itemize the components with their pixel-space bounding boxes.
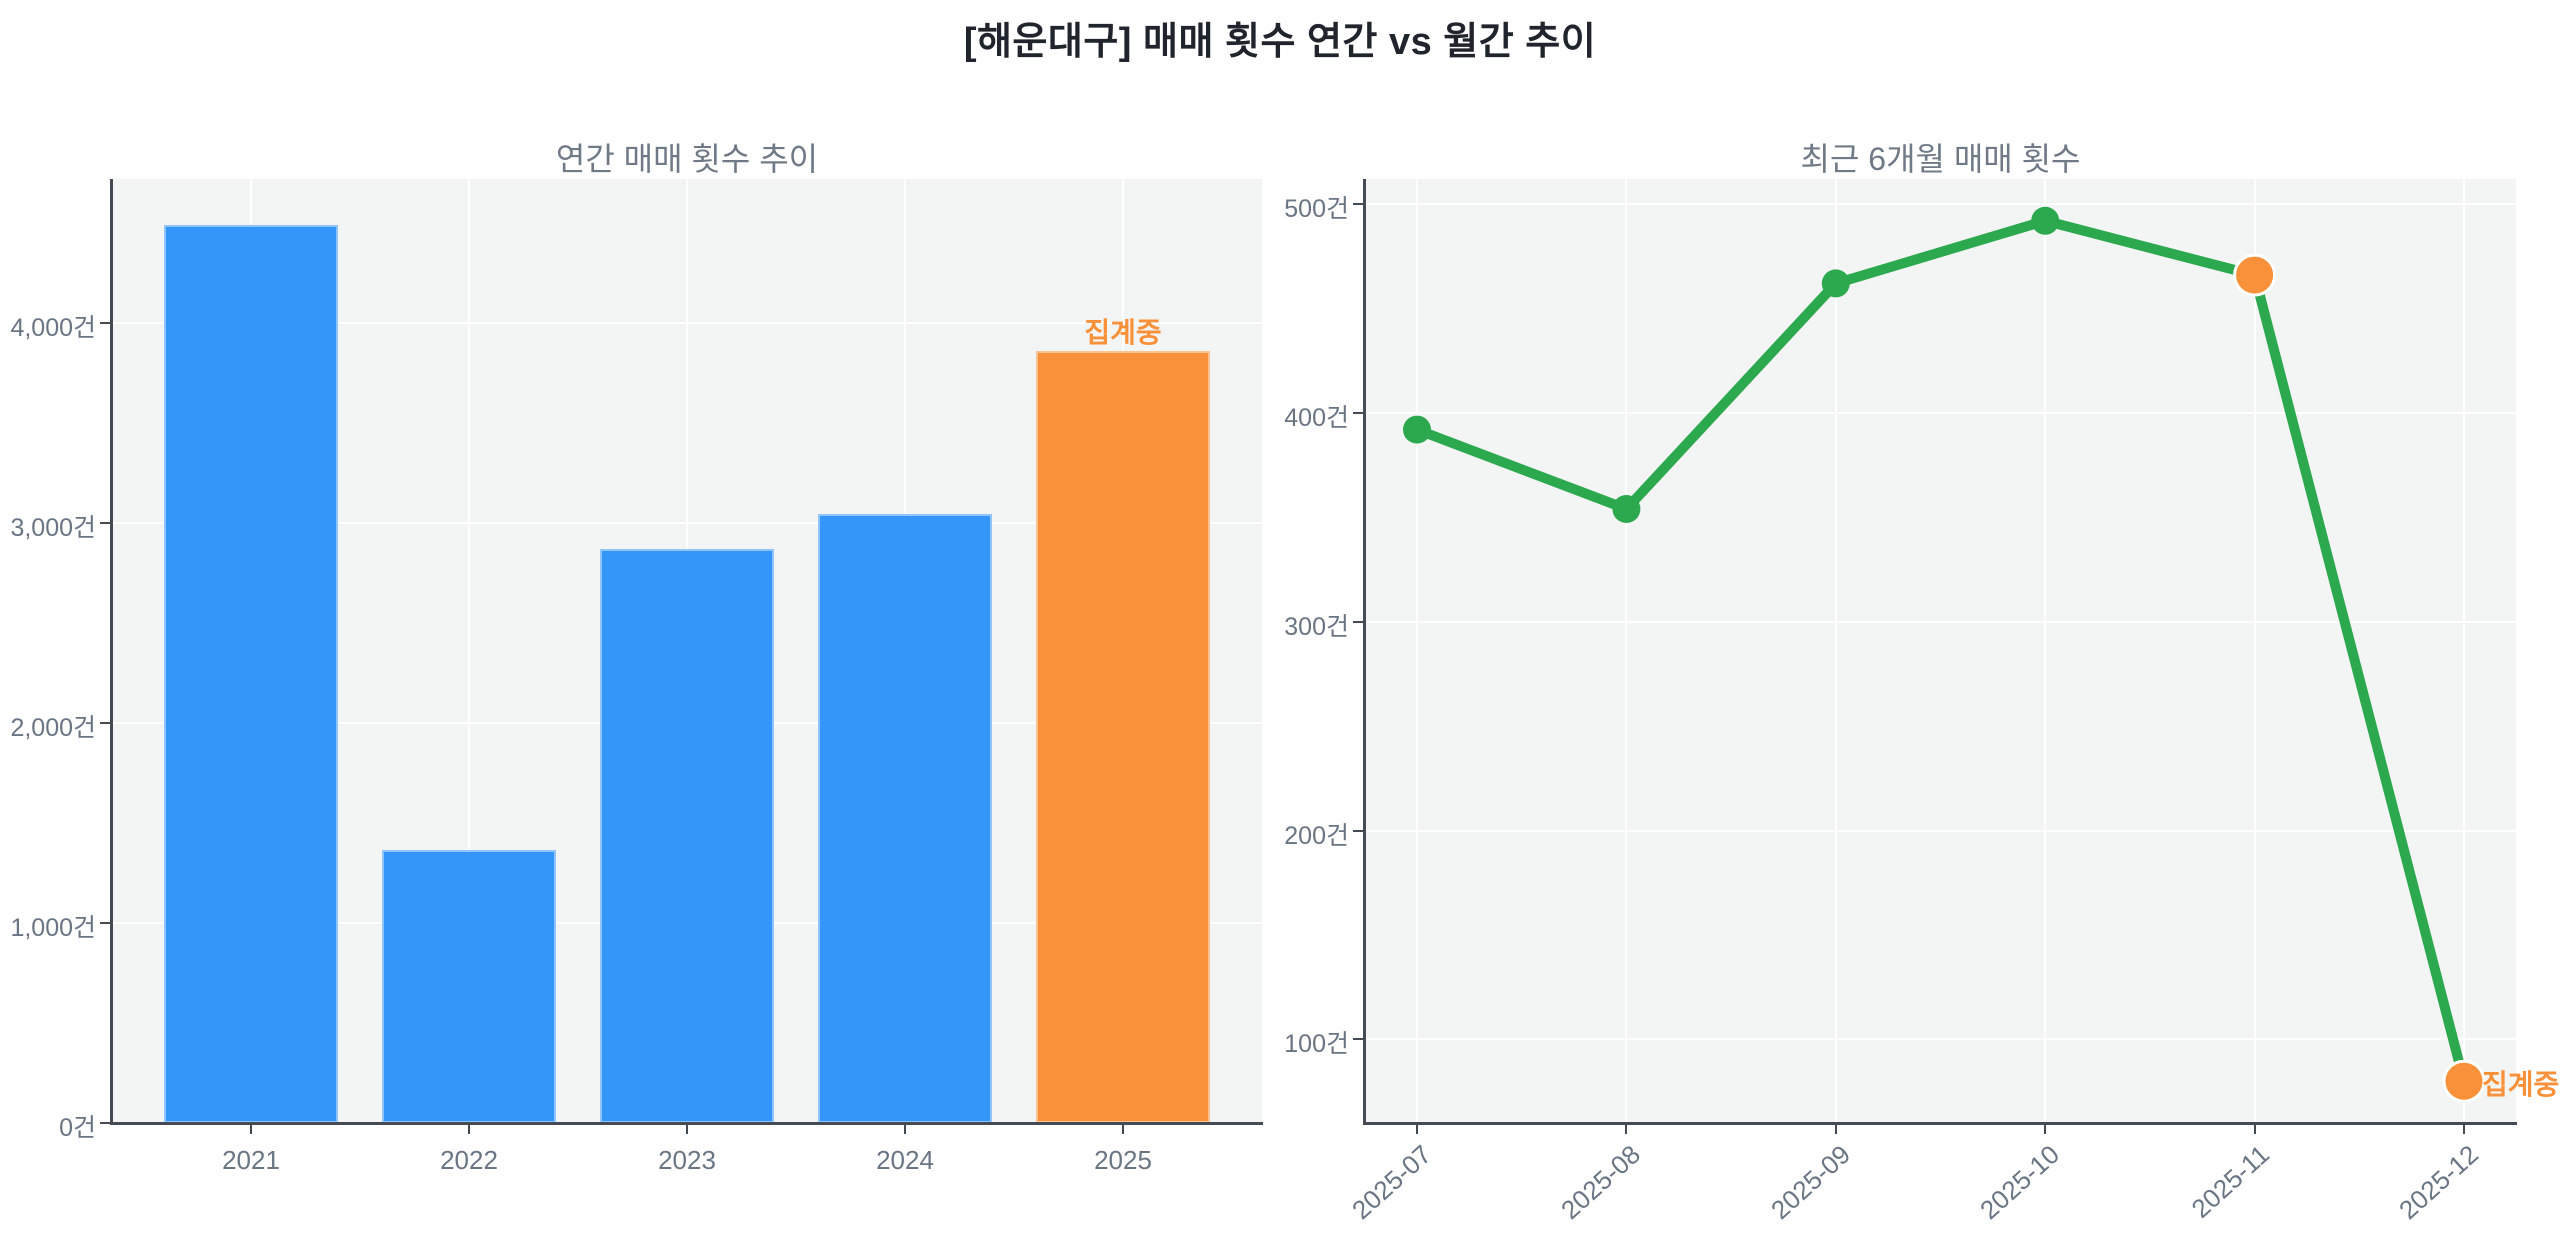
x-gridline [2253, 179, 2256, 1123]
y-tickmark [100, 722, 110, 724]
x-tickmark [2044, 1124, 2047, 1134]
y-tickmark [100, 322, 110, 324]
x-tickmark [250, 1124, 252, 1134]
y-tick-label: 2,000건 [10, 714, 96, 742]
y-gridline [1365, 829, 2516, 832]
y-gridline [1365, 203, 2516, 206]
y-tickmark [1353, 620, 1363, 623]
x-gridline [1416, 179, 1418, 1123]
plot-area [1365, 179, 2516, 1123]
x-tickmark [1416, 1124, 1418, 1134]
y-tick-label: 100건 [1284, 1030, 1349, 1059]
annual-chart-title: 연간 매매 횟수 추이 [555, 141, 819, 177]
figure-title: [해운대구] 매매 횟수 연간 vs 월간 추이 [963, 21, 1597, 63]
y-tick-label: 0건 [59, 1114, 96, 1142]
y-tickmark [1353, 411, 1363, 414]
bar-2024 [818, 514, 992, 1123]
x-tickmark [1625, 1124, 1628, 1134]
x-tick-label: 2025 [1094, 1145, 1152, 1175]
x-tick-label: 2025-07 [1346, 1139, 1438, 1226]
marker-2025-08 [1612, 494, 1641, 523]
x-axis-line [1363, 1122, 2517, 1125]
y-tick-label: 400건 [1284, 403, 1349, 432]
x-tick-label: 2022 [440, 1145, 498, 1175]
marker-2025-09 [1821, 269, 1850, 298]
bar-2022 [382, 850, 556, 1123]
x-tick-label: 2023 [658, 1145, 716, 1175]
x-tickmark [1834, 1124, 1837, 1134]
y-axis-line [110, 179, 113, 1125]
x-tick-label: 2024 [876, 1145, 934, 1175]
x-gridline [2463, 179, 2465, 1123]
x-tick-label: 2025-08 [1555, 1139, 1647, 1226]
y-axis-line [1363, 179, 1366, 1125]
line-path [1412, 215, 2469, 1087]
y-tick-label: 500건 [1284, 195, 1349, 224]
x-tickmark [2253, 1124, 2256, 1134]
bar-2023 [600, 549, 774, 1123]
x-gridline [468, 179, 470, 1123]
aggregating-label: 집계중 [2482, 1069, 2560, 1101]
y-tickmark [100, 922, 110, 924]
x-tick-label: 2025-11 [2185, 1139, 2275, 1224]
x-tickmark [468, 1124, 470, 1134]
y-tick-label: 300건 [1284, 612, 1349, 641]
y-gridline [1365, 1038, 2516, 1041]
y-tickmark [100, 1122, 110, 1124]
x-tickmark [686, 1124, 688, 1134]
x-tickmark [904, 1124, 906, 1134]
x-gridline [1625, 179, 1628, 1123]
y-tickmark [100, 522, 110, 524]
y-tickmark [1353, 829, 1363, 832]
y-tick-label: 3,000건 [10, 514, 96, 542]
x-tick-label: 2025-09 [1764, 1139, 1856, 1226]
marker-2025-07 [1403, 415, 1431, 444]
bar-2021 [164, 225, 338, 1123]
aggregating-label: 집계중 [1084, 317, 1162, 348]
marker-2025-11 [2233, 253, 2277, 297]
y-tickmark [1353, 203, 1363, 206]
x-tick-label: 2021 [222, 1145, 280, 1175]
marker-2025-10 [2031, 206, 2060, 235]
monthly-line-plot [1403, 206, 2486, 1103]
bar-2025 [1036, 351, 1210, 1123]
x-gridline [1834, 179, 1837, 1123]
marker-2025-12 [2442, 1059, 2486, 1103]
x-tickmark [1122, 1124, 1124, 1134]
x-axis-line [110, 1122, 1263, 1125]
x-tick-label: 2025-12 [2393, 1139, 2485, 1226]
y-tick-label: 200건 [1284, 821, 1349, 850]
y-gridline [1365, 411, 2516, 414]
y-tickmark [1353, 1038, 1363, 1041]
x-gridline [2044, 179, 2047, 1123]
y-gridline [1365, 620, 2516, 623]
monthly-chart-title: 최근 6개월 매매 횟수 [1800, 141, 2081, 177]
y-tick-label: 1,000건 [10, 914, 96, 942]
y-tick-label: 4,000건 [10, 314, 96, 342]
x-tickmark [2463, 1124, 2465, 1134]
x-tick-label: 2025-10 [1974, 1139, 2066, 1226]
